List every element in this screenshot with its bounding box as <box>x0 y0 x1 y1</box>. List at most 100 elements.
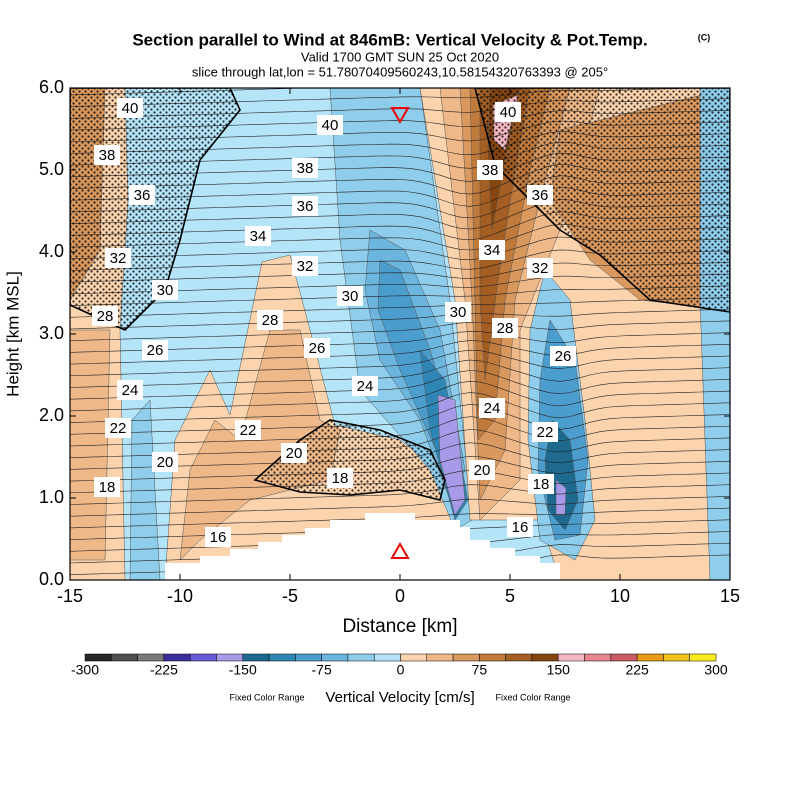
contour-label-box <box>292 196 318 216</box>
contour-label: 20 <box>474 462 491 479</box>
contour-label: 40 <box>500 104 517 121</box>
colorbar-tick-label: 300 <box>704 662 728 678</box>
y-tick-label: 0.0 <box>39 569 64 589</box>
colorbar-swatch <box>242 653 270 662</box>
colorbar-label: Vertical Velocity [cm/s] <box>325 689 474 706</box>
field <box>70 88 730 580</box>
contour-label: 38 <box>297 160 314 177</box>
colorbar-tick-label: 150 <box>547 662 571 678</box>
contour-label: 28 <box>497 320 514 337</box>
contour-label: 30 <box>157 282 174 299</box>
contour-label: 24 <box>122 382 139 399</box>
downdraft-region <box>129 399 161 580</box>
colorbar-swatch <box>321 653 349 662</box>
isentrope <box>70 496 730 517</box>
colorbar-note: Fixed Color Range <box>495 692 570 702</box>
section-marker <box>390 541 410 559</box>
contour-label-box <box>205 527 231 547</box>
y-tick-label: 1.0 <box>39 487 64 507</box>
colorbar-swatch <box>216 653 243 662</box>
contour-label-box <box>105 248 131 268</box>
colorbar-note: Fixed Color Range <box>229 692 304 702</box>
colorbar-swatch <box>505 653 533 662</box>
downdraft-region <box>437 394 466 516</box>
isentrope <box>70 297 730 318</box>
contour-label: 30 <box>342 288 359 305</box>
contour-label: 18 <box>533 476 550 493</box>
contour-label: 24 <box>357 378 374 395</box>
x-tick-label: 0 <box>395 586 405 606</box>
contour-label: 40 <box>122 100 139 117</box>
subtitle: Valid 1700 GMT SUN 25 Oct 2020 <box>301 49 499 64</box>
contour-label-box <box>317 115 343 135</box>
colorbar-swatch <box>584 653 612 662</box>
contour-label: 26 <box>309 340 326 357</box>
contour-label: 22 <box>240 422 257 439</box>
contour-label: 24 <box>484 400 501 417</box>
isentrope <box>70 285 730 306</box>
y-tick-label: 2.0 <box>39 405 64 425</box>
colorbar-swatch <box>373 653 401 662</box>
y-axis-label: Height [km MSL] <box>3 271 22 397</box>
contour-label-box <box>327 468 353 488</box>
contour-label-box <box>304 338 330 358</box>
colorbar-swatch <box>531 653 559 662</box>
stipple <box>255 420 445 500</box>
contour-label: 20 <box>157 454 174 471</box>
colorbar-swatch <box>189 653 217 662</box>
contour-label-box <box>528 474 554 494</box>
terrain <box>165 513 560 580</box>
colorbar-tick-label: -150 <box>229 662 257 678</box>
colorbar-swatch <box>347 653 375 662</box>
colorbar-swatch <box>452 653 480 662</box>
isentrope <box>70 308 730 330</box>
contour-label-box <box>479 398 505 418</box>
contour-label-box <box>281 443 307 463</box>
contour-label-box <box>94 477 120 497</box>
colorbar-swatch <box>295 653 322 662</box>
contour-label: 32 <box>532 260 549 277</box>
contour-label: 26 <box>555 348 572 365</box>
contour-label-box <box>129 185 155 205</box>
isentrope <box>70 359 730 388</box>
contour-label-box <box>479 240 505 260</box>
contour-label: 32 <box>110 250 127 267</box>
x-tick-label: -10 <box>167 586 193 606</box>
overlay: 40 38 36 32 30 28 26 24 22 20 18 40 38 36 34 32 30 28 26 24… <box>39 77 740 678</box>
contour-label-box <box>152 280 178 300</box>
contour-label: 36 <box>134 187 151 204</box>
contour-label: 16 <box>210 529 227 546</box>
contour-label: 28 <box>262 312 279 329</box>
contour-label: 40 <box>322 117 339 134</box>
contour-label: 18 <box>99 479 116 496</box>
stipple <box>475 88 730 312</box>
colorbar-swatch <box>400 653 428 662</box>
contour-label-box <box>337 286 363 306</box>
colorbar-swatch <box>268 653 296 662</box>
isentrope <box>70 370 730 400</box>
isentrope <box>70 349 730 377</box>
contour-label-box <box>117 380 143 400</box>
contour-label: 20 <box>286 445 303 462</box>
contour-label-box <box>495 102 521 122</box>
contour-label: 38 <box>99 147 116 164</box>
x-tick-label: 10 <box>610 586 630 606</box>
contour-label: 36 <box>532 187 549 204</box>
subtitle: slice through lat,lon = 51.7807040956024… <box>192 64 608 79</box>
isentrope <box>70 416 730 447</box>
contour-label-box <box>507 517 533 537</box>
isentrope <box>70 392 730 423</box>
section-marker <box>390 107 410 125</box>
contour-label: 22 <box>537 424 554 441</box>
colorbar-tick-label: 225 <box>625 662 649 678</box>
contour-label-box <box>142 340 168 360</box>
colorbar-tick-label: -225 <box>150 662 178 678</box>
colorbar-swatch <box>137 653 165 662</box>
contour-label-box <box>352 376 378 396</box>
contour-label: 30 <box>450 304 467 321</box>
colorbar-swatch <box>689 653 717 662</box>
title-mark: (C) <box>698 32 711 42</box>
y-tick-label: 5.0 <box>39 159 64 179</box>
